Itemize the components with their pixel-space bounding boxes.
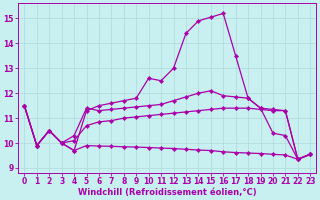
X-axis label: Windchill (Refroidissement éolien,°C): Windchill (Refroidissement éolien,°C) <box>78 188 257 197</box>
